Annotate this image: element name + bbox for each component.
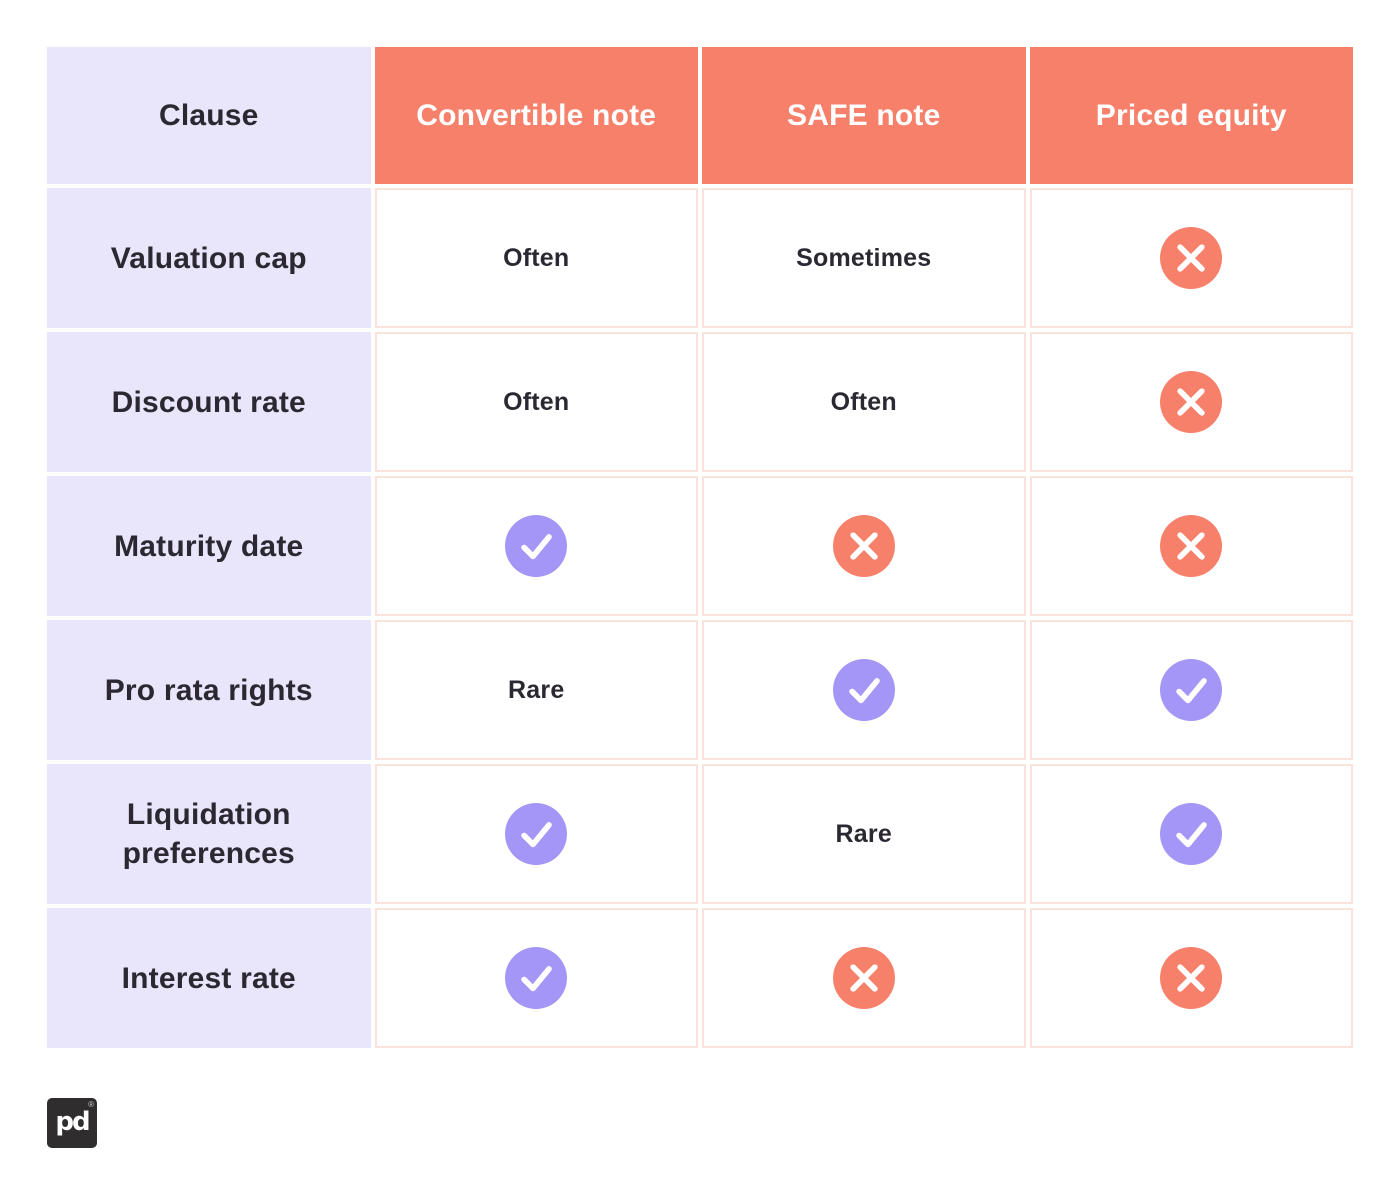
cross-icon (832, 515, 895, 577)
cell-text: Rare (508, 675, 565, 704)
column-header-clause: Clause (47, 47, 371, 184)
cell-text: Often (830, 387, 897, 416)
registered-mark: ® (88, 1100, 94, 1109)
check-icon (832, 659, 895, 721)
table-cell (1029, 476, 1353, 616)
check-icon (505, 803, 568, 865)
table-cell (374, 908, 698, 1048)
row-label-maturity-date: Maturity date (47, 476, 371, 616)
table-cell (1029, 620, 1353, 760)
row-label-liquidation-preferences: Liquidation preferences (47, 764, 371, 904)
table-cell (1029, 764, 1353, 904)
cell-text: Sometimes (796, 243, 932, 272)
table-cell: Rare (374, 620, 698, 760)
check-icon (505, 515, 568, 577)
logo-text: pd (55, 1107, 90, 1137)
row-label-discount-rate: Discount rate (47, 332, 371, 472)
pandadoc-logo: pd ® (47, 1098, 97, 1148)
comparison-table: Clause Convertible note SAFE note Priced… (47, 47, 1353, 1048)
table-cell (702, 476, 1026, 616)
cell-text: Rare (835, 819, 892, 848)
table-cell (1029, 908, 1353, 1048)
row-label-interest-rate: Interest rate (47, 908, 371, 1048)
table-cell: Rare (702, 764, 1026, 904)
column-header-safe-note: SAFE note (702, 47, 1026, 184)
cross-icon (1160, 947, 1223, 1009)
table-cell: Often (702, 332, 1026, 472)
column-header-priced-equity: Priced equity (1029, 47, 1353, 184)
row-label-valuation-cap: Valuation cap (47, 188, 371, 328)
table-cell: Often (374, 188, 698, 328)
table-cell (374, 476, 698, 616)
check-icon (505, 947, 568, 1009)
cross-icon (1160, 227, 1223, 289)
table-cell (702, 620, 1026, 760)
table-cell (374, 764, 698, 904)
cell-text: Often (503, 387, 570, 416)
cross-icon (1160, 515, 1223, 577)
cell-text: Often (503, 243, 570, 272)
table-cell: Often (374, 332, 698, 472)
table-cell (1029, 332, 1353, 472)
table-cell: Sometimes (702, 188, 1026, 328)
row-label-pro-rata-rights: Pro rata rights (47, 620, 371, 760)
cross-icon (832, 947, 895, 1009)
check-icon (1160, 803, 1223, 865)
table-cell (1029, 188, 1353, 328)
table-cell (702, 908, 1026, 1048)
cross-icon (1160, 371, 1223, 433)
column-header-convertible-note: Convertible note (374, 47, 698, 184)
check-icon (1160, 659, 1223, 721)
